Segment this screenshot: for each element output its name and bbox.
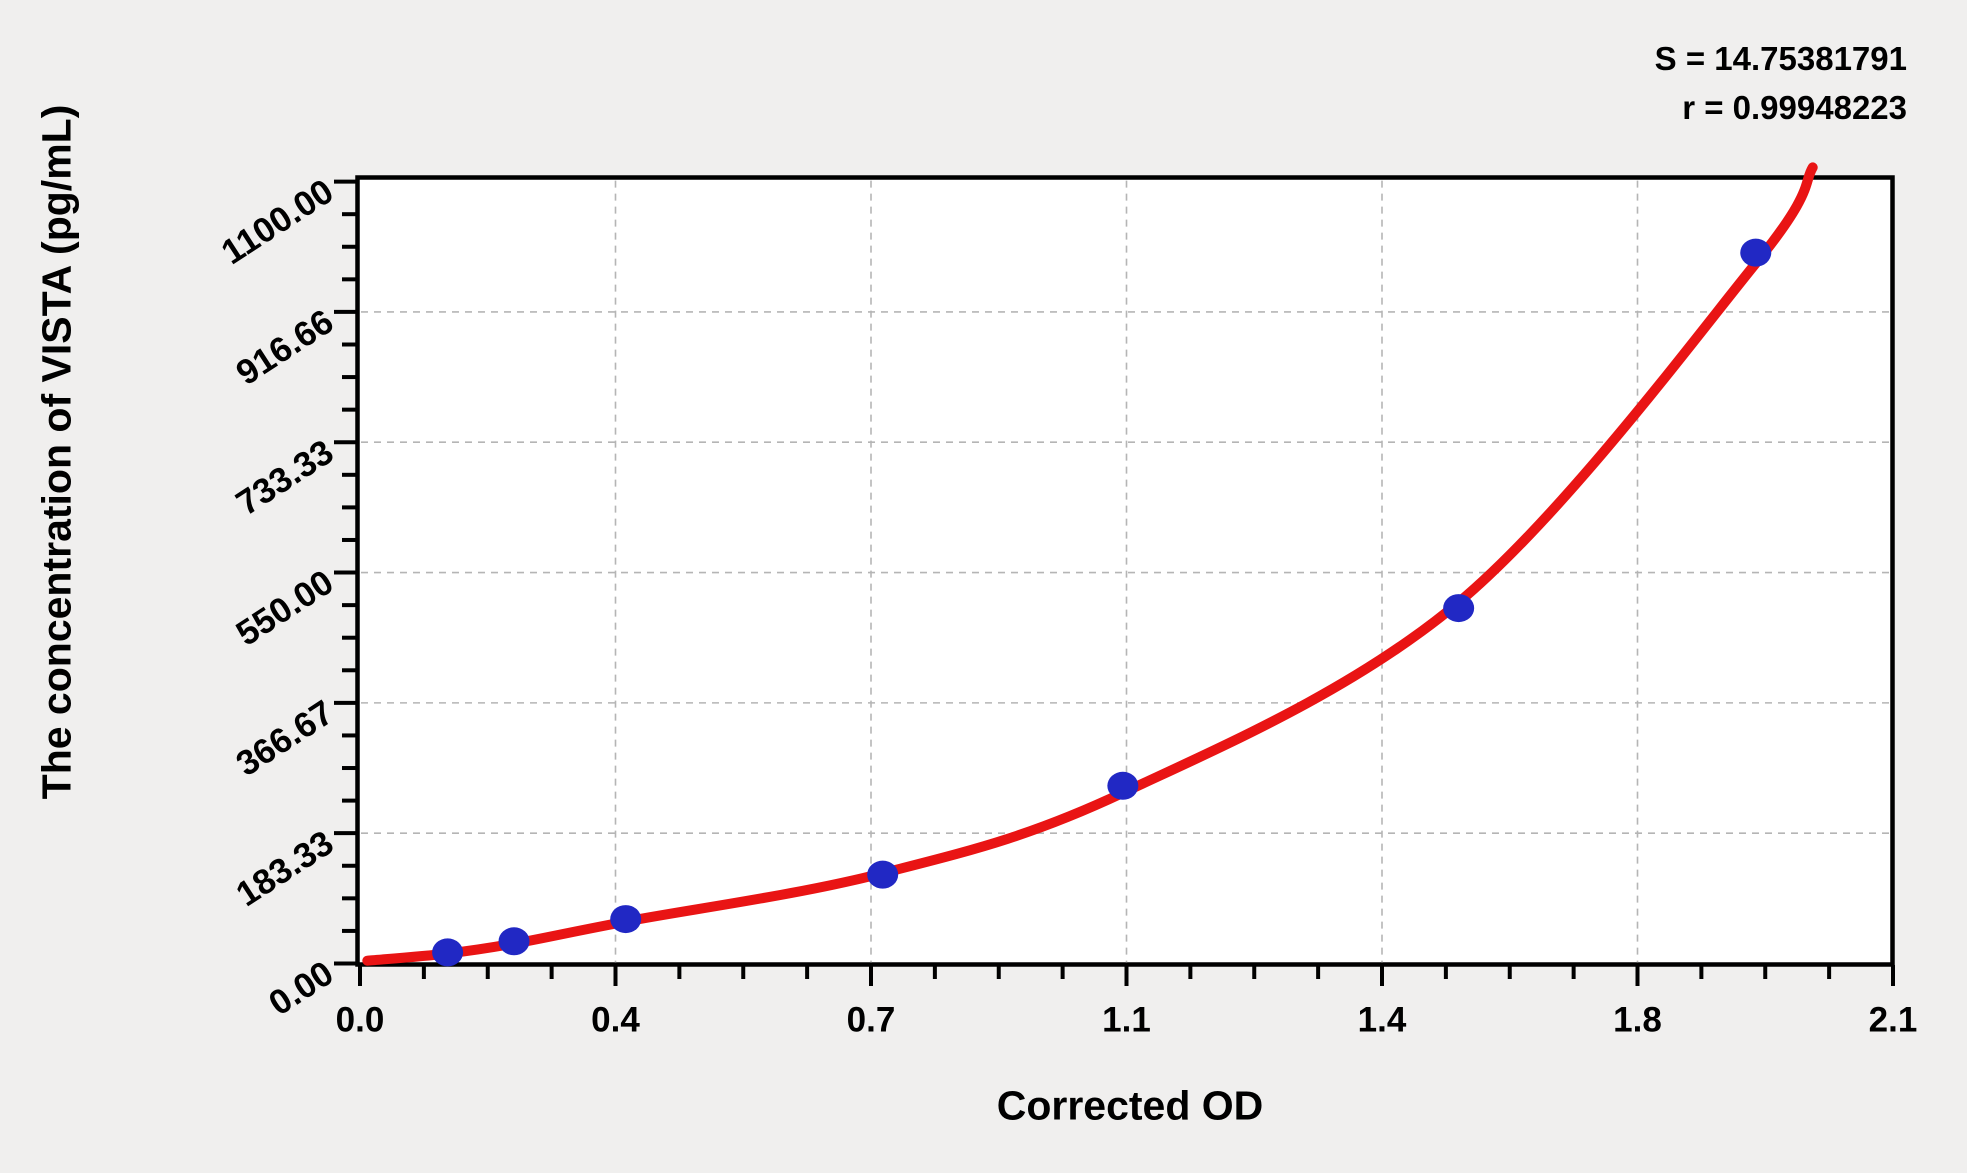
stat-slope: S = 14.75381791 <box>1654 40 1907 77</box>
y-tick-label: 916.66 <box>229 302 340 393</box>
data-point <box>610 905 642 934</box>
data-point <box>498 927 530 956</box>
y-tick-label: 733.33 <box>229 432 340 523</box>
x-tick-label: 1.1 <box>1102 1001 1151 1040</box>
data-point <box>867 860 899 889</box>
data-point <box>1107 771 1139 800</box>
x-tick-label: 1.4 <box>1358 1001 1407 1040</box>
plot-area <box>355 175 1895 967</box>
y-tick-label: 0.00 <box>262 954 340 1024</box>
y-tick-label: 550.00 <box>229 563 340 654</box>
x-tick-label: 0.4 <box>591 1001 640 1040</box>
x-axis-title: Corrected OD <box>996 1082 1264 1129</box>
data-point <box>1443 594 1475 623</box>
stat-correlation: r = 0.99948223 <box>1682 89 1907 126</box>
y-tick-label: 1100.00 <box>215 172 341 273</box>
x-tick-label: 1.8 <box>1613 1001 1662 1040</box>
y-tick-label: 183.33 <box>229 823 340 914</box>
y-axis-title: The concentration of VISTA (pg/mL) <box>33 104 80 800</box>
data-point <box>1740 238 1772 267</box>
x-tick-label: 0.7 <box>847 1001 896 1040</box>
x-tick-label: 2.1 <box>1869 1001 1918 1040</box>
x-tick-label: 0.0 <box>336 1001 385 1040</box>
y-tick-label: 366.67 <box>229 693 340 784</box>
data-point <box>432 938 464 967</box>
fit-statistics: S = 14.75381791 r = 0.99948223 <box>1655 34 1907 132</box>
